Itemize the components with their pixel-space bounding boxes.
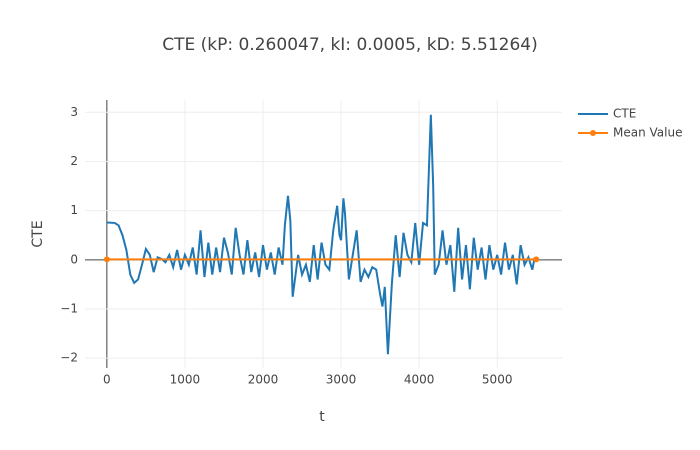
- y-tick-label: −2: [60, 351, 78, 365]
- y-tick-label: 0: [70, 252, 78, 266]
- x-tick-label: 3000: [326, 373, 357, 387]
- y-tick-label: 2: [70, 154, 78, 168]
- x-tick-label: 2000: [248, 373, 279, 387]
- x-tick-label: 0: [103, 373, 111, 387]
- data-line: [106, 114, 536, 355]
- y-tick-label: 3: [70, 105, 78, 119]
- x-tick-label: 5000: [482, 373, 513, 387]
- data-point: [103, 256, 110, 263]
- legend-marker: [590, 130, 596, 136]
- x-tick-label: 4000: [404, 373, 435, 387]
- x-tick-label: 1000: [170, 373, 201, 387]
- x-axis-title: t: [319, 409, 325, 425]
- y-tick-label: −1: [60, 301, 78, 315]
- y-axis-title: CTE: [30, 220, 46, 247]
- data-point: [533, 256, 540, 263]
- y-tick-label: 1: [70, 203, 78, 217]
- legend-label: Mean Value: [613, 126, 682, 140]
- chart-title: CTE (kP: 0.260047, kI: 0.0005, kD: 5.512…: [162, 35, 537, 55]
- legend-label: CTE: [613, 107, 636, 121]
